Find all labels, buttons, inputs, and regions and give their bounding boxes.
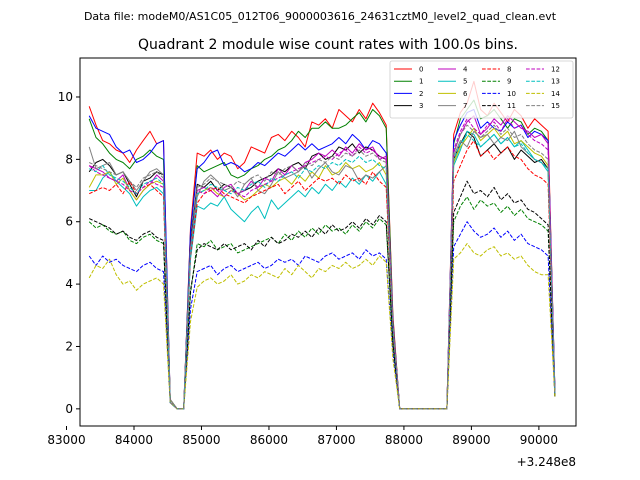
x-tick-label: 88000 [385,433,423,447]
legend-label-1: 1 [419,78,423,86]
legend-label-14: 14 [551,90,560,98]
x-axis: 83000 84000 85000 86000 87000 88000 89000 90000 [47,426,558,447]
x-tick-label: 84000 [115,433,153,447]
x-offset-label: +3.248e8 [517,455,576,469]
legend-label-10: 10 [507,90,516,98]
y-axis: 0 2 4 6 8 10 [58,90,80,416]
legend-label-9: 9 [507,78,511,86]
axes-frame [79,57,577,427]
legend-label-5: 5 [463,78,467,86]
figure-suptitle: Data file: modeM0/AS1C05_012T06_90000036… [84,10,557,23]
y-tick-label: 8 [65,152,73,166]
legend-label-4: 4 [463,66,468,74]
series-line-13 [88,133,556,410]
x-tick-label: 87000 [317,433,355,447]
legend-label-3: 3 [419,102,423,110]
series-line-15 [88,124,556,410]
series-line-11 [88,180,556,410]
legend-label-6: 6 [463,90,468,98]
legend-label-11: 11 [507,102,516,110]
legend-label-8: 8 [507,66,511,74]
y-tick-label: 6 [65,215,73,229]
series-line-14 [88,243,556,410]
y-tick-label: 4 [65,277,73,291]
plot-area [88,80,556,410]
legend-label-13: 13 [551,78,560,86]
chart-title: Quadrant 2 module wise count rates with … [138,37,518,53]
legend-label-12: 12 [551,66,560,74]
legend-label-2: 2 [419,90,423,98]
legend-label-0: 0 [419,66,423,74]
y-tick-label: 0 [65,402,73,416]
x-tick-label: 86000 [250,433,288,447]
x-tick-label: 83000 [47,433,85,447]
x-tick-label: 89000 [452,433,490,447]
y-tick-label: 2 [65,339,73,353]
series-line-2 [88,109,556,410]
x-tick-label: 90000 [520,433,558,447]
legend-box [389,60,574,119]
legend-label-7: 7 [463,102,467,110]
x-tick-label: 85000 [182,433,220,447]
y-tick-label: 10 [58,90,73,104]
legend-label-15: 15 [551,102,560,110]
